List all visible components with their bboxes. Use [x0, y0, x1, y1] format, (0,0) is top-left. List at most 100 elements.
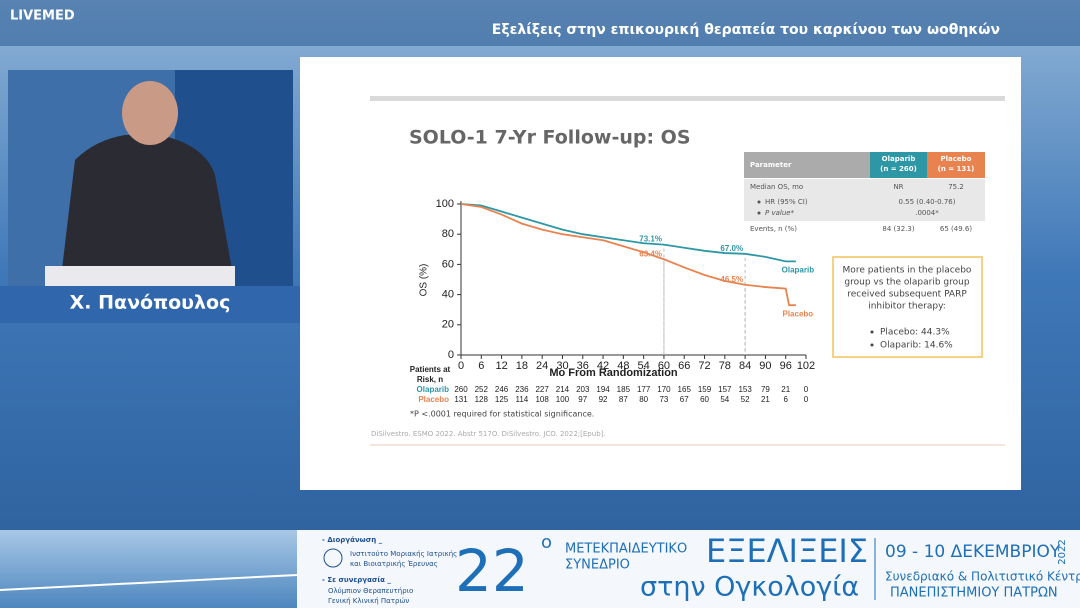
- risk-count: 108: [535, 395, 549, 404]
- x-tick-label: 48: [617, 360, 629, 372]
- top-bar: [0, 0, 1080, 46]
- speaker-name: Χ. Πανόπουλος: [70, 292, 231, 314]
- event-dates: 09 - 10 ΔΕΚΕΜΒΡΙΟΥ: [885, 542, 1061, 562]
- bullet: [870, 330, 874, 334]
- survival-line: [460, 203, 796, 307]
- bridge-photo: [0, 530, 297, 608]
- reference: DiSilvestro. ESMO 2022. Abstr 517O. DiSi…: [371, 430, 606, 438]
- venue: Συνεδριακό & Πολιτιστικό Κέντρο: [885, 570, 1080, 584]
- x-tick-label: 18: [516, 360, 528, 372]
- table-cell: 65 (49.6): [940, 225, 972, 233]
- risk-count: 67: [680, 395, 689, 404]
- table-cell: .0004*: [915, 209, 939, 217]
- risk-count: 260: [454, 385, 468, 394]
- annotation: 46.5%: [720, 275, 743, 284]
- risk-count: 170: [657, 385, 671, 394]
- risk-count: 125: [495, 395, 509, 404]
- callout-item: Placebo: 44.3%: [880, 328, 950, 338]
- table-cell: Events, n (%): [750, 225, 797, 233]
- risk-count: 97: [578, 395, 587, 404]
- callout-text: More patients in the placebo: [843, 266, 972, 276]
- risk-count: 227: [535, 385, 549, 394]
- risk-count: 52: [741, 395, 750, 404]
- x-tick-label: 0: [458, 360, 464, 372]
- event-name: ΕΞΕΛΙΞΕΙΣ: [706, 532, 868, 570]
- event-kind: ΣΥΝΕΔΡΙΟ: [565, 558, 630, 573]
- callout-text: group vs the olaparib group: [844, 278, 969, 288]
- table-header-cell: [744, 152, 870, 178]
- slide-title: SOLO-1 7-Yr Follow-up: OS: [409, 127, 691, 149]
- risk-count: 214: [556, 385, 570, 394]
- x-tick-label: 96: [780, 360, 792, 372]
- y-tick-label: 80: [442, 228, 454, 240]
- organizer: και Βιοιατρικής Έρευνας: [350, 560, 438, 568]
- risk-count: 0: [804, 395, 809, 404]
- x-tick-label: 102: [797, 360, 815, 372]
- y-tick-label: 100: [436, 198, 454, 210]
- bullet: [757, 211, 761, 215]
- table-header: Olaparib: [882, 155, 916, 163]
- risk-count: 246: [495, 385, 509, 394]
- partner: Ολύμπιον Θεραπευτήριο: [328, 587, 413, 595]
- table-cell: 84 (32.3): [882, 225, 914, 233]
- x-tick-label: 54: [638, 360, 650, 372]
- event-kind: ΜΕΤΕΚΠΑΙΔΕΥΤΙΚΟ: [565, 542, 687, 557]
- speaker-head: [122, 81, 178, 145]
- risk-row-label: Olaparib: [417, 385, 450, 394]
- banner: [297, 530, 1080, 608]
- risk-row-label: Placebo: [418, 395, 449, 404]
- organizer: Ινστιτούτο Μοριακής Ιατρικής: [350, 550, 457, 558]
- risk-count: 153: [738, 385, 752, 394]
- event-year: 2022: [1057, 539, 1068, 564]
- callout-item: Olaparib: 14.6%: [880, 341, 953, 351]
- risk-count: 6: [783, 395, 788, 404]
- table-header-cell: [870, 152, 927, 178]
- risk-count: 79: [761, 385, 770, 394]
- edition-ordinal: ο: [541, 532, 552, 553]
- risk-label: Risk, n: [417, 375, 443, 384]
- y-tick-label: 60: [442, 258, 454, 270]
- risk-count: 73: [659, 395, 668, 404]
- callout-box: [832, 256, 983, 358]
- organizer-logo: [323, 548, 343, 568]
- risk-label: Patients at: [410, 365, 451, 374]
- x-tick-label: 42: [597, 360, 609, 372]
- y-tick-label: 0: [448, 349, 454, 361]
- x-tick-label: 84: [739, 360, 751, 372]
- risk-count: 159: [698, 385, 712, 394]
- callout-text: inhibitor therapy:: [868, 302, 946, 312]
- table-shade: [744, 179, 985, 221]
- table-header: (n = 260): [880, 165, 917, 173]
- y-tick-label: 20: [442, 319, 454, 331]
- risk-count: 114: [515, 395, 528, 404]
- table-header: Placebo: [941, 155, 972, 163]
- session-title: Εξελίξεις στην επικουρική θεραπεία του κ…: [492, 22, 1000, 38]
- table-header: Parameter: [750, 161, 792, 169]
- x-tick-label: 30: [556, 360, 568, 372]
- risk-count: 203: [576, 385, 590, 394]
- risk-count: 185: [617, 385, 631, 394]
- footnote: *P <.0001 required for statistical signi…: [410, 410, 594, 419]
- bullet: [870, 343, 874, 347]
- risk-count: 252: [475, 385, 489, 394]
- risk-count: 194: [596, 385, 610, 394]
- organizer-label: - Διοργάνωση _: [322, 536, 383, 544]
- x-tick-label: 6: [478, 360, 484, 372]
- table-header-cell: [927, 152, 985, 178]
- x-tick-label: 72: [698, 360, 710, 372]
- edition-number: 22: [455, 537, 529, 605]
- risk-count: 157: [718, 385, 732, 394]
- callout-text: received subsequent PARP: [847, 290, 967, 300]
- risk-count: 165: [678, 385, 692, 394]
- partner: Γενική Κλινική Πατρών: [328, 597, 409, 605]
- slide-rule: [370, 96, 1005, 101]
- x-tick-label: 12: [495, 360, 507, 372]
- y-tick-label: 40: [442, 289, 454, 301]
- table-cell: NR: [893, 183, 903, 191]
- risk-count: 92: [599, 395, 608, 404]
- lectern: [45, 266, 235, 286]
- x-tick-label: 24: [536, 360, 548, 372]
- x-tick-label: 78: [719, 360, 731, 372]
- risk-count: 87: [619, 395, 628, 404]
- x-tick-label: 66: [678, 360, 690, 372]
